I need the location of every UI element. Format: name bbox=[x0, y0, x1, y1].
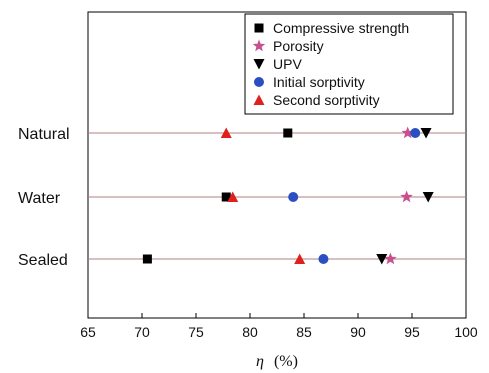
legend-marker-initial-sorptivity bbox=[254, 77, 264, 87]
category-label-sealed: Sealed bbox=[18, 252, 68, 269]
x-tick-label: 65 bbox=[80, 324, 96, 340]
legend-label-compressive-strength: Compressive strength bbox=[273, 20, 409, 36]
porosity-marker-water bbox=[400, 191, 412, 203]
compressive-strength-marker-natural bbox=[283, 129, 292, 138]
category-labels: Natural Water Sealed bbox=[18, 126, 70, 269]
x-tick-label: 85 bbox=[296, 324, 312, 340]
legend-label-upv: UPV bbox=[273, 56, 302, 72]
x-tick-label: 90 bbox=[350, 324, 366, 340]
legend: Compressive strength Porosity UPV Initial s… bbox=[245, 14, 453, 114]
x-axis-symbol: η bbox=[256, 353, 264, 370]
legend-label-second-sorptivity: Second sorptivity bbox=[273, 92, 380, 108]
x-tick-label: 70 bbox=[134, 324, 150, 340]
legend-marker-compressive-strength bbox=[255, 24, 264, 33]
initial-sorptivity-marker-sealed bbox=[318, 254, 328, 264]
category-label-water: Water bbox=[18, 190, 61, 207]
category-label-natural: Natural bbox=[18, 126, 70, 143]
legend-label-porosity: Porosity bbox=[273, 38, 324, 54]
x-tick-label: 75 bbox=[188, 324, 204, 340]
initial-sorptivity-marker-water bbox=[288, 192, 298, 202]
data-markers bbox=[143, 127, 434, 265]
compressive-strength-marker-sealed bbox=[143, 255, 152, 264]
legend-label-initial-sorptivity: Initial sorptivity bbox=[273, 74, 365, 90]
x-tick-label: 80 bbox=[242, 324, 258, 340]
initial-sorptivity-marker-natural bbox=[410, 128, 420, 138]
x-axis-title: η (%) bbox=[256, 353, 298, 370]
x-tick-label: 100 bbox=[454, 324, 478, 340]
x-tick-label: 95 bbox=[404, 324, 420, 340]
x-axis-unit: (%) bbox=[274, 353, 298, 370]
x-axis-ticks: 65 70 75 80 85 90 95 100 bbox=[80, 313, 478, 340]
